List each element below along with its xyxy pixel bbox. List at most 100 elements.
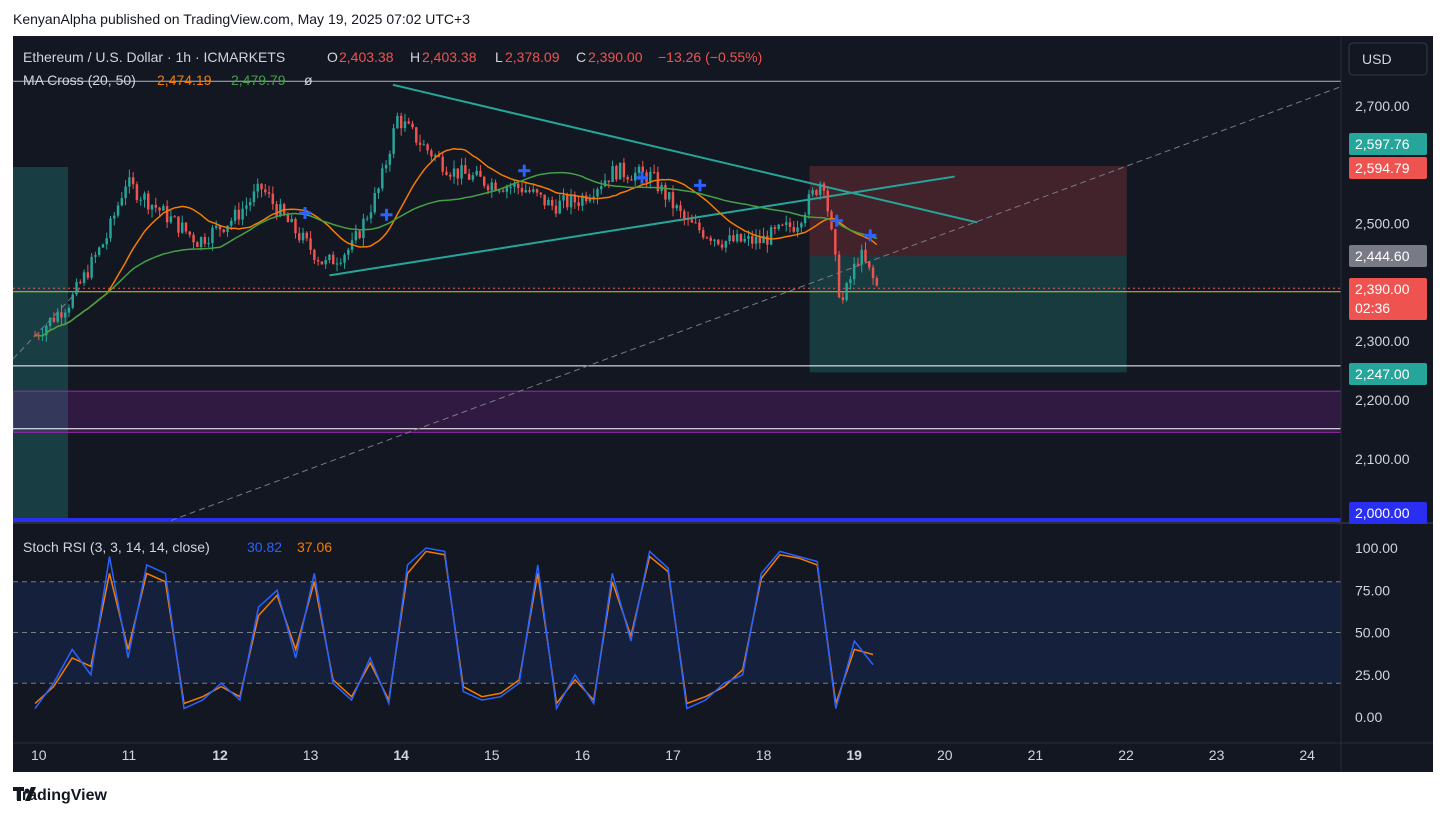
candle-body [128, 177, 131, 187]
candle-body [105, 238, 108, 245]
candle-body [301, 232, 305, 241]
candle-body [641, 166, 645, 173]
candle-body [630, 179, 633, 181]
candle-body [169, 216, 173, 223]
candle-body [690, 219, 694, 223]
chart-svg[interactable]: 2,700.002,600.002,500.002,400.002,300.00… [13, 36, 1433, 772]
candle-body [433, 155, 437, 157]
candle-body [834, 229, 837, 255]
candle-body [777, 224, 780, 229]
candle-body [633, 172, 637, 181]
candle-body [505, 187, 509, 192]
badge-2000 [1349, 502, 1427, 524]
candle-body [701, 230, 705, 238]
candle-body [241, 208, 244, 220]
candle-body [298, 233, 301, 241]
candle-body [494, 182, 497, 191]
time-tick-label: 16 [575, 747, 591, 763]
ma20-value: 2,474.19 [157, 72, 212, 88]
candle-body [131, 177, 135, 185]
candle-body [388, 153, 392, 165]
candle-body [426, 144, 429, 151]
time-tick-label: 11 [122, 747, 137, 763]
candle-body [211, 227, 214, 244]
candle-body [116, 205, 120, 216]
candle-body [618, 162, 622, 180]
badge-last-price [1349, 278, 1427, 320]
candle-body [569, 194, 573, 208]
ma-cross-marker [380, 208, 393, 221]
price-tick-label: 2,700.00 [1355, 98, 1410, 114]
candle-body [539, 192, 543, 195]
candle-body [52, 317, 56, 322]
candle-body [784, 222, 788, 225]
currency-button[interactable] [1348, 42, 1428, 76]
candle-body [550, 200, 554, 206]
candle-body [558, 200, 561, 214]
candle-body [547, 200, 550, 206]
badge-2597 [1349, 133, 1427, 155]
time-tick-label: 18 [756, 747, 772, 763]
candle-body [339, 262, 343, 264]
candle-body [584, 195, 588, 202]
candle-body [532, 189, 535, 192]
candle-body [384, 164, 388, 169]
tradingview-logo[interactable]: TradingView [13, 787, 107, 805]
candle-body [94, 255, 97, 257]
price-tick-label: 2,200.00 [1355, 392, 1410, 408]
candle-body [811, 190, 814, 195]
candle-body [396, 115, 399, 129]
badge-2000-text: 2,000.00 [1355, 505, 1410, 521]
candle-body [698, 222, 701, 231]
candle-body [392, 128, 395, 154]
candle-body [415, 127, 418, 143]
rsi-tick-label: 25.00 [1355, 667, 1390, 683]
candle-body [256, 183, 259, 192]
badge-2444 [1349, 245, 1427, 267]
candle-body [686, 218, 690, 220]
ma-extra: ø [304, 72, 313, 88]
candle-body [717, 239, 720, 245]
chart-area[interactable]: 2,700.002,600.002,500.002,400.002,300.00… [13, 36, 1433, 772]
candle-body [328, 254, 331, 261]
candle-body [649, 171, 652, 183]
ma-cross-marker [694, 179, 707, 192]
candle-body [581, 195, 584, 206]
candle-body [516, 183, 520, 188]
candle-body [849, 279, 852, 284]
ma-cross-marker [864, 229, 877, 242]
candle-body [664, 185, 667, 200]
legend-o-label: O [327, 49, 338, 65]
badge-2247-text: 2,247.00 [1355, 366, 1410, 382]
candle-body [286, 214, 290, 223]
candle-body [513, 183, 516, 187]
candle-body [705, 237, 709, 239]
time-tick-label: 19 [846, 747, 862, 763]
legend-h-label: H [410, 49, 420, 65]
candle-body [422, 144, 426, 146]
stoch-d-value: 37.06 [297, 539, 332, 555]
badge-last-price-text: 2,390.00 [1355, 281, 1410, 297]
legend-high: 2,403.38 [422, 49, 477, 65]
candle-body [97, 247, 101, 256]
candle-body [826, 190, 829, 212]
candle-body [626, 176, 629, 180]
candle-body [724, 241, 728, 248]
candle-body [667, 192, 671, 200]
stoch-k-line [34, 547, 874, 711]
candle-body [207, 243, 210, 245]
candle-body [150, 204, 154, 210]
stop-loss-box [809, 166, 1127, 257]
candle-body [452, 168, 456, 177]
candle-body [656, 172, 660, 192]
candle-body [347, 249, 350, 255]
candle-body [358, 231, 361, 239]
candle-body [214, 225, 218, 228]
candle-body [675, 205, 678, 209]
candle-body [233, 209, 237, 221]
candle-body [600, 186, 603, 190]
candle-body [418, 142, 422, 145]
candle-body [320, 261, 324, 265]
take-profit-box [809, 256, 1127, 373]
candle-body [56, 312, 59, 322]
